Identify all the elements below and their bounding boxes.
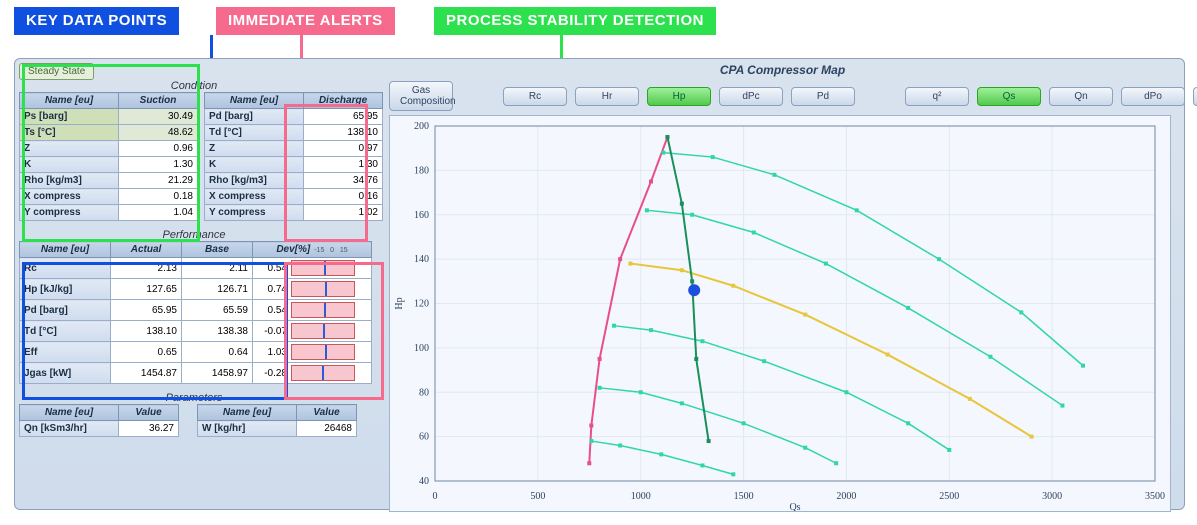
annotation-blue-outline-perf <box>22 262 288 400</box>
y-axis-buttons: Rc Hr HpdPc Pd <box>503 87 855 106</box>
axis-button-w[interactable]: W <box>1193 87 1197 106</box>
svg-text:120: 120 <box>414 299 429 310</box>
svg-text:80: 80 <box>419 387 429 398</box>
axis-button-rc[interactable]: Rc <box>503 87 567 106</box>
svg-text:200: 200 <box>414 121 429 132</box>
svg-text:180: 180 <box>414 165 429 176</box>
annotation-key-data: KEY DATA POINTS <box>14 7 179 35</box>
parameter-table: Name [eu]ValueW [kg/hr]26468 <box>197 404 357 437</box>
compressor-map-chart: 0 500 1000 1500 2000 2500 3000 3500 40 60 80 100 120… <box>389 115 1171 512</box>
annotation-alerts: IMMEDIATE ALERTS <box>216 7 395 35</box>
parameters-tables: Name [eu]ValueQn [kSm3/hr]36.27 Name [eu]… <box>19 404 369 437</box>
annotation-pink-outline-disch <box>284 104 368 242</box>
right-panel: CPA Compressor Map Gas Composition Rc Hr H… <box>385 63 1180 505</box>
axis-button-dpc[interactable]: dPc <box>719 87 783 106</box>
annotation-pink-outline-dev <box>284 262 384 400</box>
parameter-table: Name [eu]ValueQn [kSm3/hr]36.27 <box>19 404 179 437</box>
axis-button-pd[interactable]: Pd <box>791 87 855 106</box>
svg-text:3500: 3500 <box>1145 491 1165 502</box>
svg-text:0: 0 <box>433 491 438 502</box>
axis-button-qs[interactable]: Qs <box>977 87 1041 106</box>
gas-composition-button[interactable]: Gas Composition <box>389 81 453 111</box>
axis-button-q²[interactable]: q² <box>905 87 969 106</box>
svg-text:3000: 3000 <box>1042 491 1062 502</box>
svg-text:160: 160 <box>414 210 429 221</box>
chart-title: CPA Compressor Map <box>385 63 1180 77</box>
axis-button-qn[interactable]: Qn <box>1049 87 1113 106</box>
axis-button-hp[interactable]: Hp <box>647 87 711 106</box>
annotation-stability: PROCESS STABILITY DETECTION <box>434 7 716 35</box>
svg-text:1500: 1500 <box>734 491 754 502</box>
svg-text:100: 100 <box>414 343 429 354</box>
svg-text:2000: 2000 <box>836 491 856 502</box>
svg-text:1000: 1000 <box>631 491 651 502</box>
svg-text:Hp: Hp <box>394 297 405 309</box>
axis-button-hr[interactable]: Hr <box>575 87 639 106</box>
svg-text:Qs: Qs <box>789 502 800 511</box>
svg-text:2500: 2500 <box>939 491 959 502</box>
axis-button-dpo[interactable]: dPo <box>1121 87 1185 106</box>
x-axis-buttons: q² Qs QndPo W <box>905 87 1197 106</box>
annotation-green-outline <box>22 64 200 242</box>
svg-text:140: 140 <box>414 254 429 265</box>
svg-text:40: 40 <box>419 476 429 487</box>
svg-text:60: 60 <box>419 432 429 443</box>
svg-text:500: 500 <box>530 491 545 502</box>
